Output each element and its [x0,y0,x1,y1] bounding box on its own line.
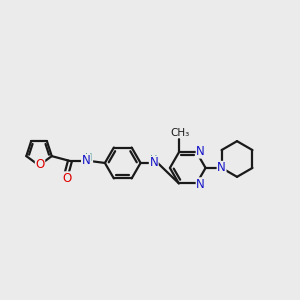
Text: N: N [196,145,205,158]
Text: H: H [85,153,93,163]
Text: N: N [82,154,90,167]
Text: N: N [217,161,226,174]
Text: N: N [196,178,205,191]
Text: O: O [35,158,45,171]
Text: H: H [150,155,158,165]
Text: N: N [149,157,158,169]
Text: CH₃: CH₃ [170,128,189,138]
Text: O: O [62,172,71,185]
